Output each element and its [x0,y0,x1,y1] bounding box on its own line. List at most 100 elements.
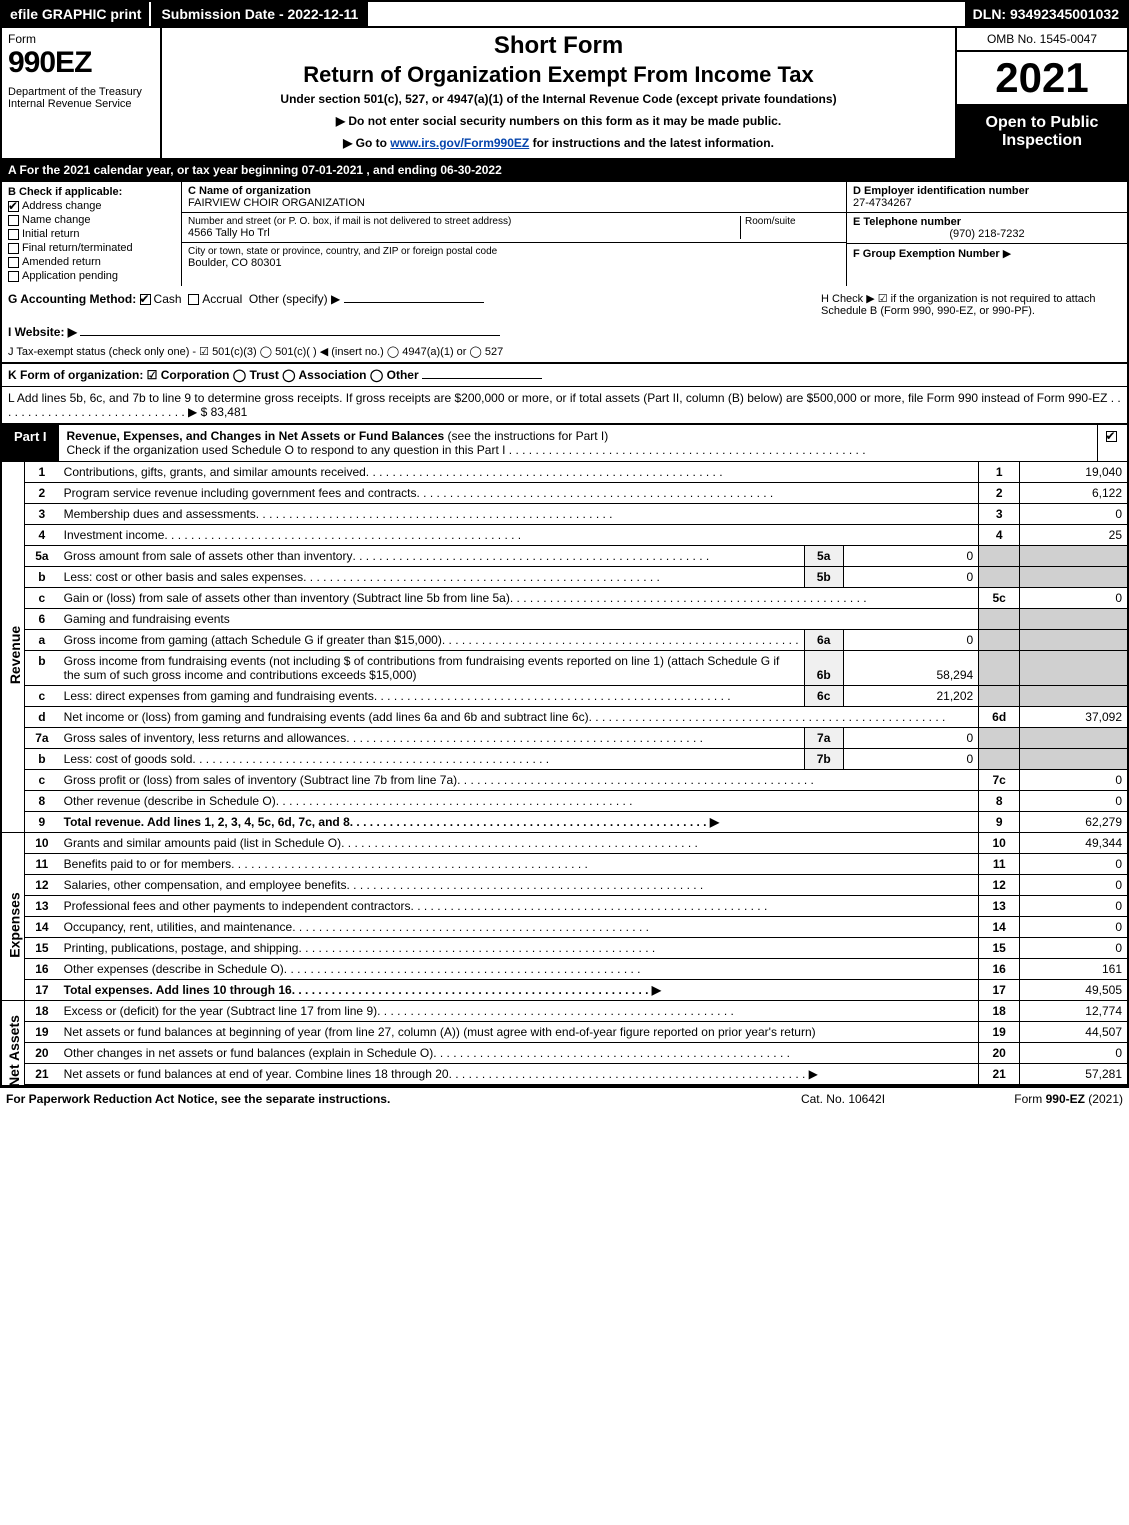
line-desc: Gross sales of inventory, less returns a… [59,728,804,749]
b-header: B Check if applicable: [8,186,175,198]
b-checkbox[interactable] [8,229,19,240]
line-desc: Gross income from fundraising events (no… [59,651,804,686]
line-desc: Less: cost of goods sold [59,749,804,770]
irs-link[interactable]: www.irs.gov/Form990EZ [390,136,529,150]
room-label: Room/suite [745,216,840,227]
line-rnum [979,651,1020,686]
b-checkbox[interactable] [8,243,19,254]
line-desc: Gross income from gaming (attach Schedul… [59,630,804,651]
line-rval [1020,749,1128,770]
line-rnum: 13 [979,896,1020,917]
form-number: 990EZ [8,46,154,80]
line-desc: Printing, publications, postage, and shi… [59,938,979,959]
line-num: 18 [25,1001,59,1022]
line-desc: Program service revenue including govern… [59,483,979,504]
top-bar: efile GRAPHIC print Submission Date - 20… [0,0,1129,28]
line-num: 19 [25,1022,59,1043]
line-rnum [979,749,1020,770]
line-desc: Total expenses. Add lines 10 through 16 … [59,980,979,1001]
submission-date: Submission Date - 2022-12-11 [149,2,368,26]
line-num: 3 [25,504,59,525]
line-rnum: 21 [979,1064,1020,1086]
line-desc: Net assets or fund balances at beginning… [59,1022,979,1043]
line-rval: 0 [1020,896,1128,917]
line-rnum: 7c [979,770,1020,791]
f-label: F Group Exemption Number [853,248,1000,260]
line-k: K Form of organization: ☑ Corporation ◯ … [0,363,1129,386]
cash-label: Cash [154,292,182,306]
line-rnum: 14 [979,917,1020,938]
ein: 27-4734267 [853,197,1121,209]
c-name-label: C Name of organization [188,185,840,197]
line-num: b [25,651,59,686]
mid-label: 7a [804,728,843,749]
line-rval [1020,567,1128,588]
line-num: 17 [25,980,59,1001]
line-rnum: 6d [979,707,1020,728]
part1-header: Part I Revenue, Expenses, and Changes in… [0,425,1129,462]
line-rval: 0 [1020,588,1128,609]
line-num: 1 [25,462,59,483]
line-rval: 161 [1020,959,1128,980]
footer-left: For Paperwork Reduction Act Notice, see … [6,1092,743,1106]
b-check-item: Application pending [8,270,175,282]
line-desc: Other revenue (describe in Schedule O) [59,791,979,812]
line-num: 6 [25,609,59,630]
accrual-checkbox[interactable] [188,294,199,305]
mid-val: 0 [843,728,978,749]
line-rval [1020,651,1128,686]
line-rval [1020,630,1128,651]
line-desc: Salaries, other compensation, and employ… [59,875,979,896]
e-label: E Telephone number [853,216,1121,228]
line-desc: Other expenses (describe in Schedule O) [59,959,979,980]
side-revenue: Revenue [1,462,25,833]
part1-title: Revenue, Expenses, and Changes in Net As… [67,429,445,443]
efile-label[interactable]: efile GRAPHIC print [2,2,149,26]
b-checkbox[interactable] [8,215,19,226]
line-rnum [979,686,1020,707]
street: 4566 Tally Ho Trl [188,227,740,239]
d-label: D Employer identification number [853,185,1121,197]
cash-checkbox[interactable] [140,294,151,305]
b-check-label: Initial return [22,228,79,240]
b-checkbox[interactable] [8,271,19,282]
part1-sub: (see the instructions for Part I) [444,429,608,443]
mid-val: 0 [843,567,978,588]
line-rnum [979,630,1020,651]
line-desc: Grants and similar amounts paid (list in… [59,833,979,854]
line-i: I Website: ▶ [0,323,1129,341]
line-rval: 49,505 [1020,980,1128,1001]
line-num: 8 [25,791,59,812]
b-check-label: Final return/terminated [22,242,133,254]
b-check-label: Application pending [22,270,118,282]
line-num: 16 [25,959,59,980]
line-num: d [25,707,59,728]
line-rnum: 20 [979,1043,1020,1064]
col-de: D Employer identification number 27-4734… [847,182,1127,286]
tax-year: 2021 [957,52,1127,106]
line-num: c [25,588,59,609]
city-label: City or town, state or province, country… [188,246,840,257]
line-rnum: 4 [979,525,1020,546]
line-rval: 12,774 [1020,1001,1128,1022]
b-checkbox[interactable] [8,257,19,268]
line-desc: Net assets or fund balances at end of ye… [59,1064,979,1086]
line-desc: Membership dues and assessments [59,504,979,525]
line-desc: Gross profit or (loss) from sales of inv… [59,770,979,791]
line-rval [1020,546,1128,567]
line-rnum: 12 [979,875,1020,896]
line-rval: 62,279 [1020,812,1128,833]
form-word: Form [8,32,154,46]
goto-pre: ▶ Go to [343,136,390,150]
line-rnum: 16 [979,959,1020,980]
under-section: Under section 501(c), 527, or 4947(a)(1)… [170,92,947,106]
line-rval: 0 [1020,504,1128,525]
omb-number: OMB No. 1545-0047 [957,28,1127,52]
line-rnum [979,728,1020,749]
b-checkbox[interactable] [8,201,19,212]
schedule-o-checkbox[interactable] [1106,431,1117,442]
return-title: Return of Organization Exempt From Incom… [170,62,947,88]
footer: For Paperwork Reduction Act Notice, see … [0,1086,1129,1110]
part1-check: Check if the organization used Schedule … [67,443,506,457]
line-rval: 25 [1020,525,1128,546]
